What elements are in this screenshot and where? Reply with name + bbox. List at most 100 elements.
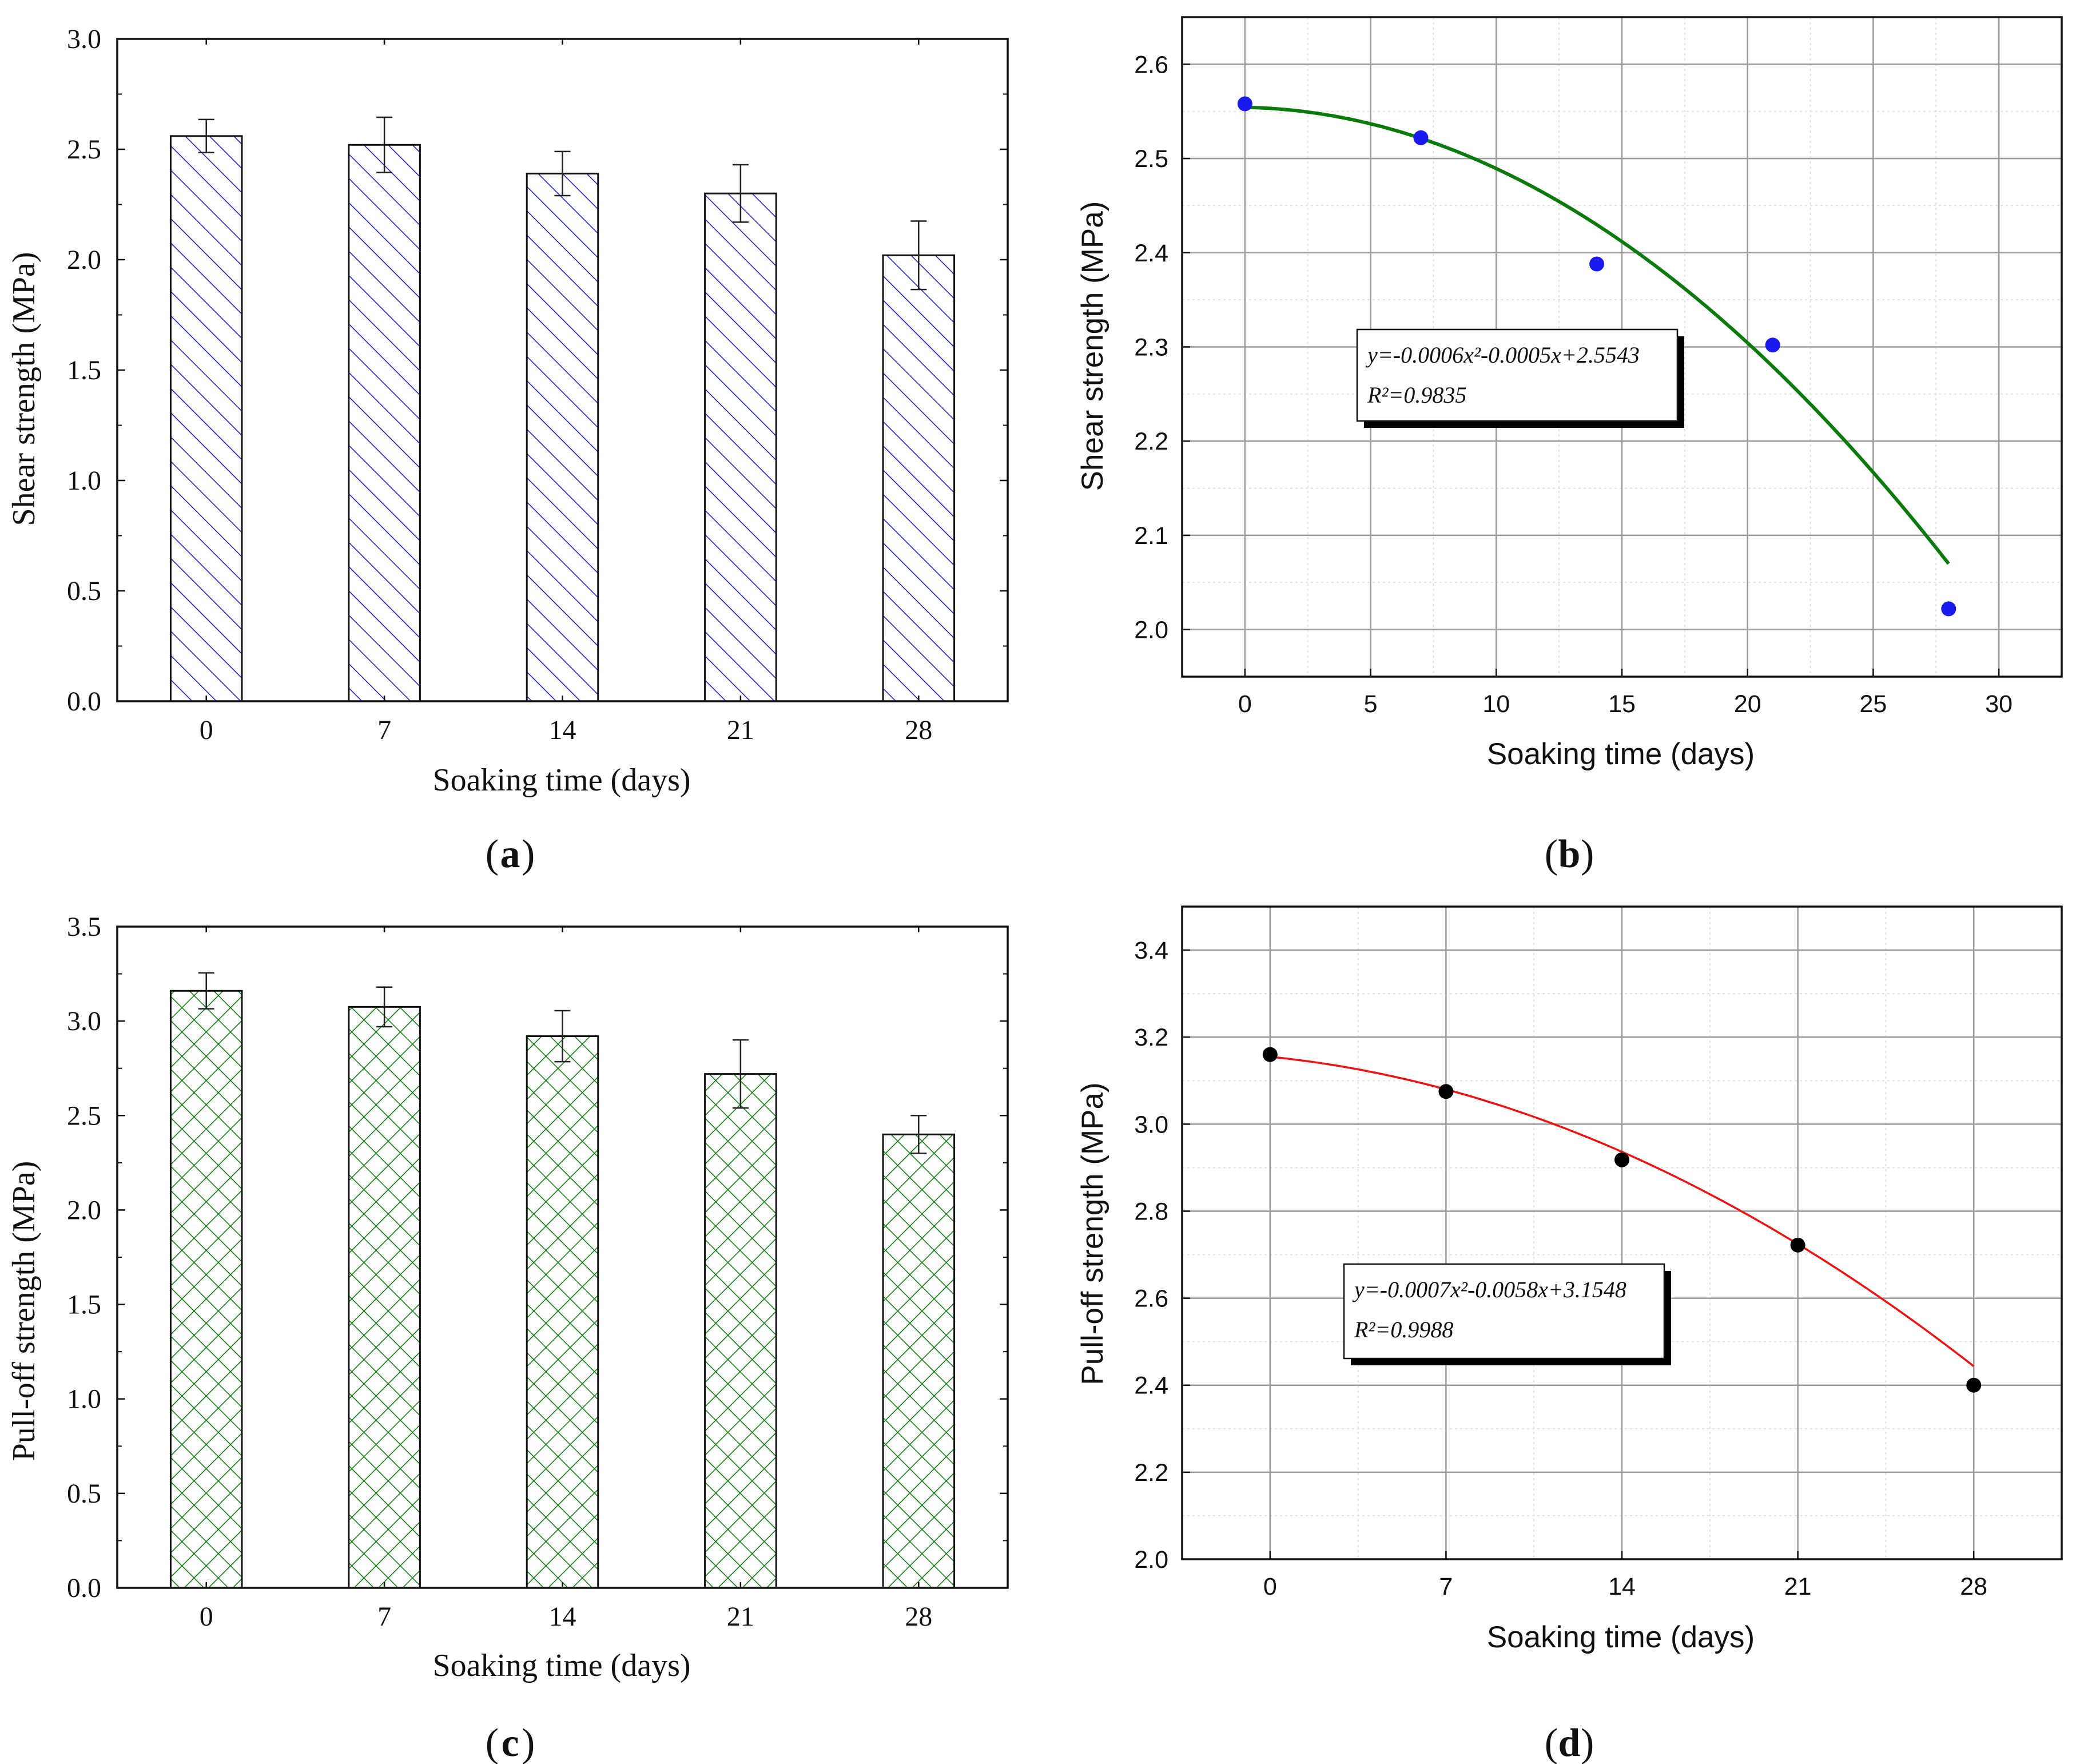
data-point xyxy=(1614,1152,1629,1167)
fit-equation: y=-0.0006x²-0.0005x+2.5543 xyxy=(1365,342,1640,368)
chart-c-xlabel: Soaking time (days) xyxy=(432,1648,690,1683)
y-tick-label: 0.0 xyxy=(67,1573,101,1603)
chart-b-xlabel: Soaking time (days) xyxy=(1487,737,1755,771)
equation-box xyxy=(1356,328,1679,422)
fit-r-squared: R²=0.9835 xyxy=(1367,382,1466,408)
x-tick-label: 15 xyxy=(1608,690,1636,718)
y-tick-label: 2.6 xyxy=(1134,51,1168,78)
x-tick-label: 28 xyxy=(905,1602,932,1632)
chart-d-panel-label: ( xyxy=(1545,1721,1558,1764)
x-tick-label: 7 xyxy=(377,1602,391,1632)
chart-b-panel-label: ( xyxy=(1545,832,1558,876)
chart-b-panel-letter: b xyxy=(1558,832,1581,876)
fit-r-squared: R²=0.9988 xyxy=(1354,1317,1453,1342)
plot-frame xyxy=(1181,905,2063,1560)
y-tick-label: 3.0 xyxy=(67,24,101,54)
x-tick-label: 10 xyxy=(1482,690,1510,718)
chart-a-ylabel: Shear strength (MPa) xyxy=(6,252,42,526)
chart-c-panel-label: ( xyxy=(486,1721,499,1764)
y-tick-label: 2.0 xyxy=(1134,617,1168,644)
chart-d-panel-close: ) xyxy=(1581,1721,1594,1764)
x-tick-label: 5 xyxy=(1364,690,1378,718)
y-tick-label: 0.0 xyxy=(67,686,101,717)
error-bar xyxy=(376,116,393,173)
x-tick-label: 0 xyxy=(1238,690,1252,718)
y-tick-label: 3.4 xyxy=(1134,937,1168,964)
data-point xyxy=(1413,130,1429,145)
y-tick-label: 2.0 xyxy=(67,1195,101,1225)
x-tick-label: 0 xyxy=(200,715,213,745)
bar xyxy=(526,172,599,702)
x-tick-label: 0 xyxy=(200,1602,213,1632)
error-bar xyxy=(198,972,214,1010)
data-point xyxy=(1262,1047,1278,1062)
data-point xyxy=(1941,601,1956,617)
y-tick-label: 2.3 xyxy=(1134,334,1168,361)
data-point xyxy=(1790,1237,1805,1253)
y-tick-label: 2.1 xyxy=(1134,522,1168,550)
bar xyxy=(169,990,243,1589)
chart-a-panel-letter: a xyxy=(500,832,520,876)
y-tick-label: 2.6 xyxy=(1134,1285,1168,1313)
data-point xyxy=(1438,1084,1454,1099)
x-tick-label: 21 xyxy=(727,1602,754,1632)
y-tick-label: 2.5 xyxy=(67,1100,101,1131)
x-tick-label: 14 xyxy=(549,1602,576,1632)
equation-box xyxy=(1343,1263,1665,1360)
data-point xyxy=(1237,96,1252,112)
error-bar xyxy=(910,220,927,291)
chart-c-panel-close: ) xyxy=(522,1721,535,1764)
x-tick-label: 0 xyxy=(1263,1573,1277,1600)
chart-d: Pull-off strength (MPa) Soaking time (da… xyxy=(1076,905,2063,1764)
bar xyxy=(348,1006,421,1589)
y-tick-label: 1.0 xyxy=(67,1384,101,1415)
y-tick-label: 3.5 xyxy=(67,912,101,942)
bar xyxy=(526,1035,599,1589)
error-bar xyxy=(554,1010,571,1063)
y-tick-label: 2.0 xyxy=(67,245,101,275)
y-tick-label: 3.2 xyxy=(1134,1024,1168,1051)
x-tick-label: 14 xyxy=(549,715,576,745)
y-tick-label: 1.0 xyxy=(67,466,101,496)
plot-frame xyxy=(1181,16,2063,678)
y-tick-label: 1.5 xyxy=(67,1290,101,1320)
error-bar xyxy=(732,1039,749,1109)
bar xyxy=(882,254,956,702)
y-tick-label: 2.2 xyxy=(1134,428,1168,455)
y-tick-label: 2.0 xyxy=(1134,1546,1168,1574)
data-point xyxy=(1589,256,1605,272)
fit-equation: y=-0.0007x²-0.0058x+3.1548 xyxy=(1352,1277,1626,1302)
y-tick-label: 2.4 xyxy=(1134,1372,1168,1400)
y-tick-label: 2.2 xyxy=(1134,1459,1168,1487)
y-tick-label: 2.5 xyxy=(1134,145,1168,173)
chart-a-panel-close: ) xyxy=(522,832,535,876)
x-tick-label: 30 xyxy=(1985,690,2013,718)
chart-b-panel-close: ) xyxy=(1581,832,1594,876)
x-tick-label: 21 xyxy=(727,715,754,745)
bar xyxy=(882,1133,956,1589)
plot-frame xyxy=(116,925,1009,1589)
fit-curve xyxy=(1270,1055,1975,1367)
x-tick-label: 7 xyxy=(1439,1573,1453,1600)
x-tick-label: 20 xyxy=(1734,690,1761,718)
chart-a: Shear strength (MPa) Soaking time (days)… xyxy=(6,24,1009,876)
x-tick-label: 21 xyxy=(1784,1573,1812,1600)
x-tick-label: 7 xyxy=(377,715,391,745)
chart-a-xlabel: Soaking time (days) xyxy=(432,762,690,798)
plot-frame xyxy=(116,38,1009,702)
y-tick-label: 2.5 xyxy=(67,134,101,165)
y-tick-label: 2.4 xyxy=(1134,240,1168,267)
data-point xyxy=(1966,1377,1982,1393)
x-tick-label: 14 xyxy=(1608,1573,1636,1600)
y-tick-label: 3.0 xyxy=(1134,1111,1168,1138)
y-tick-label: 3.0 xyxy=(67,1006,101,1036)
chart-d-panel-letter: d xyxy=(1558,1721,1581,1764)
error-bar xyxy=(910,1115,927,1154)
x-tick-label: 25 xyxy=(1860,690,1887,718)
y-tick-label: 2.8 xyxy=(1134,1198,1168,1225)
error-bar xyxy=(554,150,571,197)
error-bar xyxy=(376,986,393,1028)
bar xyxy=(704,192,777,702)
bar xyxy=(348,144,421,702)
